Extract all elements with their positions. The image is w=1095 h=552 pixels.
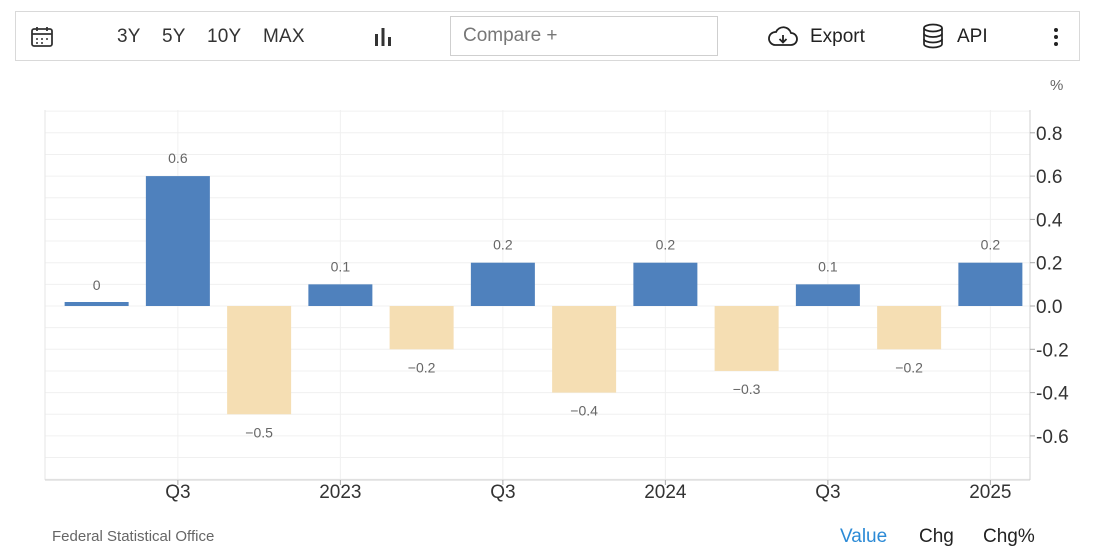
- y-tick-label: 0.8: [1036, 124, 1062, 145]
- x-tick-label: 2025: [969, 482, 1011, 503]
- export-button[interactable]: Export: [810, 26, 865, 47]
- range-3y-button[interactable]: 3Y: [117, 26, 141, 47]
- y-tick-label: -0.2: [1036, 340, 1069, 361]
- bar: [958, 262, 1023, 306]
- bar-chart: 0 0.6 −0.5 0.1 −0.2 0.2 −0.4 0.2 −0.3 0.1 −0.2 0.2 0…: [44, 110, 1069, 503]
- source-label[interactable]: Federal Statistical Office: [52, 528, 215, 545]
- bar: [714, 306, 779, 371]
- y-tick-label: 0.4: [1036, 210, 1063, 231]
- y-tick-label: 0.0: [1036, 297, 1062, 318]
- data-label: −0.5: [245, 424, 273, 440]
- api-button[interactable]: API: [957, 26, 988, 47]
- data-label: −0.2: [408, 359, 436, 375]
- range-5y-button[interactable]: 5Y: [162, 26, 186, 47]
- x-tick-label: 2023: [319, 482, 361, 503]
- database-icon[interactable]: [922, 23, 944, 49]
- bar: [470, 262, 535, 306]
- range-max-button[interactable]: MAX: [263, 26, 305, 47]
- data-label: 0.6: [168, 150, 188, 166]
- bar: [633, 262, 698, 306]
- x-tick-label: 2024: [644, 482, 687, 503]
- y-tick-label: 0.6: [1036, 167, 1062, 188]
- view-chg-pct-button[interactable]: Chg%: [983, 526, 1035, 547]
- bar-chart-icon[interactable]: [372, 26, 394, 48]
- data-label: 0: [93, 277, 101, 293]
- bar: [795, 284, 860, 306]
- data-label: −0.2: [895, 359, 923, 375]
- bar: [145, 176, 210, 306]
- x-tick-label: Q3: [815, 482, 840, 503]
- data-label: 0.2: [981, 237, 1001, 253]
- range-10y-button[interactable]: 10Y: [207, 26, 242, 47]
- y-tick-label: -0.4: [1036, 384, 1069, 405]
- chart-toolbar: 3Y 5Y 10Y MAX Export API: [15, 11, 1080, 61]
- y-tick-label: 0.2: [1036, 254, 1062, 275]
- bar: [877, 306, 942, 350]
- data-label: 0.2: [493, 237, 513, 253]
- x-tick-label: Q3: [490, 482, 515, 503]
- cloud-download-icon[interactable]: [767, 26, 799, 48]
- data-label: 0.1: [818, 258, 838, 274]
- data-label: −0.4: [570, 403, 598, 419]
- data-label: −0.3: [733, 381, 761, 397]
- bar: [552, 306, 617, 393]
- data-label: 0.1: [331, 258, 351, 274]
- x-tick-label: Q3: [165, 482, 190, 503]
- bar: [389, 306, 454, 350]
- compare-input[interactable]: [450, 16, 718, 56]
- view-chg-button[interactable]: Chg: [919, 526, 954, 547]
- calendar-icon[interactable]: [30, 25, 54, 49]
- bar: [308, 284, 373, 306]
- view-value-button[interactable]: Value: [840, 526, 888, 547]
- unit-label: %: [1050, 77, 1064, 94]
- more-vertical-icon[interactable]: [1050, 26, 1062, 48]
- data-label: 0.2: [656, 237, 676, 253]
- y-tick-label: -0.6: [1036, 427, 1069, 448]
- bar: [227, 306, 292, 415]
- bar: [64, 302, 129, 306]
